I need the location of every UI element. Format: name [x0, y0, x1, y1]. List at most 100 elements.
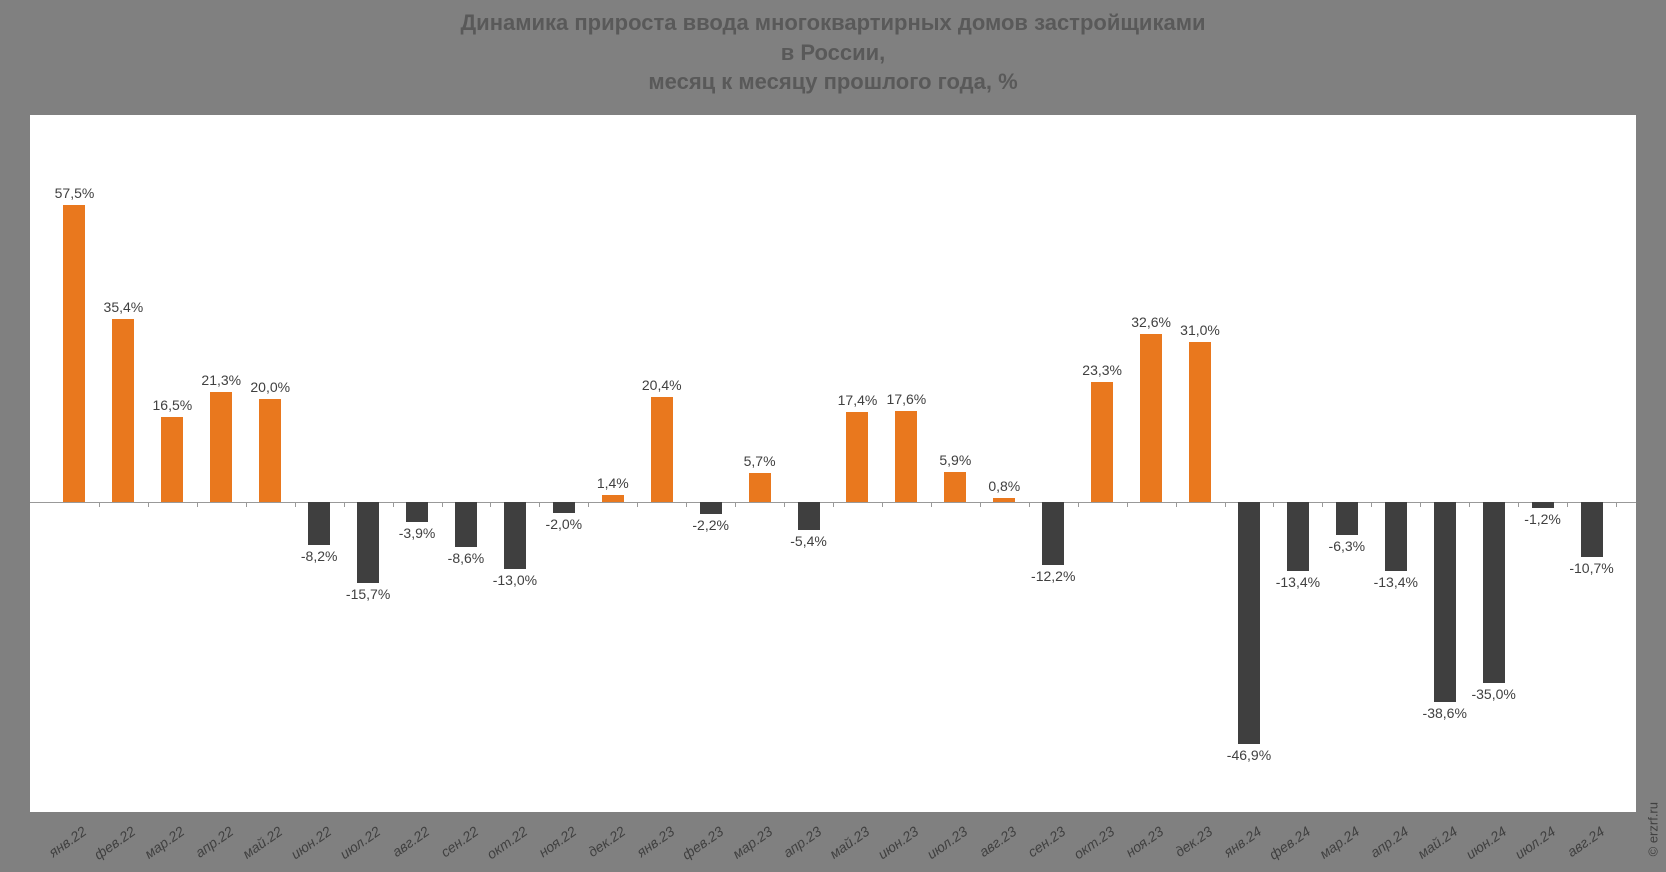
- bar-value-label: -3,9%: [399, 525, 436, 541]
- bar: [944, 472, 966, 502]
- x-axis-label: ноя.22: [535, 823, 579, 860]
- x-axis-label: окт.23: [1071, 823, 1117, 862]
- x-tick: [833, 502, 834, 507]
- x-tick: [393, 502, 394, 507]
- x-axis-label: янв.22: [46, 823, 90, 860]
- bar-value-label: -8,6%: [448, 550, 485, 566]
- x-tick: [197, 502, 198, 507]
- x-axis-label: май.23: [827, 823, 873, 862]
- bar: [455, 502, 477, 546]
- x-tick: [1567, 502, 1568, 507]
- x-tick: [588, 502, 589, 507]
- bar: [112, 319, 134, 502]
- bar-value-label: 31,0%: [1180, 322, 1220, 338]
- title-line-1: Динамика прироста ввода многоквартирных …: [0, 8, 1666, 38]
- x-axis-label: мар.22: [142, 823, 188, 862]
- x-tick: [1273, 502, 1274, 507]
- x-axis-label: апр.24: [1367, 823, 1411, 861]
- bar-value-label: -5,4%: [790, 533, 827, 549]
- x-axis-label: дек.22: [585, 823, 628, 860]
- bar-value-label: -2,2%: [692, 517, 729, 533]
- bar: [1483, 502, 1505, 683]
- bar-value-label: -10,7%: [1569, 560, 1613, 576]
- bar: [308, 502, 330, 544]
- bar: [406, 502, 428, 522]
- bar-value-label: -35,0%: [1471, 686, 1515, 702]
- x-axis-label: июн.24: [1462, 823, 1508, 862]
- bar: [553, 502, 575, 512]
- x-axis-label: окт.22: [484, 823, 530, 862]
- x-axis-label: июл.24: [1511, 823, 1557, 862]
- x-tick: [148, 502, 149, 507]
- bar: [259, 399, 281, 502]
- bar: [846, 412, 868, 502]
- bar: [749, 473, 771, 502]
- x-axis-label: июл.22: [337, 823, 383, 862]
- x-tick: [980, 502, 981, 507]
- x-axis-label: янв.24: [1221, 823, 1265, 860]
- bar-value-label: 32,6%: [1131, 314, 1171, 330]
- x-tick: [1469, 502, 1470, 507]
- bar-value-label: 23,3%: [1082, 362, 1122, 378]
- bar: [798, 502, 820, 530]
- x-tick: [442, 502, 443, 507]
- bar-value-label: -1,2%: [1524, 511, 1561, 527]
- bar-value-label: 35,4%: [104, 299, 144, 315]
- x-axis-label: авг.22: [389, 823, 432, 860]
- x-axis-label: дек.23: [1172, 823, 1215, 860]
- x-axis-label: фев.23: [679, 823, 726, 863]
- bar-chart: 57,5%35,4%16,5%21,3%20,0%-8,2%-15,7%-3,9…: [30, 115, 1636, 812]
- bar: [63, 205, 85, 502]
- x-tick: [1616, 502, 1617, 507]
- x-axis-label: авг.23: [976, 823, 1019, 860]
- bar: [1581, 502, 1603, 557]
- bar-value-label: -6,3%: [1329, 538, 1366, 554]
- bar: [357, 502, 379, 583]
- x-axis-label: май.24: [1414, 823, 1460, 862]
- x-tick: [99, 502, 100, 507]
- bar-value-label: 20,4%: [642, 377, 682, 393]
- bar-value-label: 16,5%: [152, 397, 192, 413]
- bar-value-label: -2,0%: [546, 516, 583, 532]
- x-axis-label: сен.23: [1025, 823, 1069, 860]
- x-axis-label: июл.23: [924, 823, 970, 862]
- bar-value-label: -12,2%: [1031, 568, 1075, 584]
- x-axis-label: июн.22: [288, 823, 334, 862]
- bar: [1238, 502, 1260, 744]
- bar-value-label: 17,4%: [838, 392, 878, 408]
- x-tick: [784, 502, 785, 507]
- x-axis-label: авг.24: [1564, 823, 1607, 860]
- x-tick: [637, 502, 638, 507]
- bar-value-label: -8,2%: [301, 548, 338, 564]
- bar: [1385, 502, 1407, 571]
- bar: [1434, 502, 1456, 701]
- x-axis-label: янв.23: [633, 823, 677, 860]
- bar: [1140, 334, 1162, 502]
- x-tick: [735, 502, 736, 507]
- x-axis-label: фев.24: [1266, 823, 1313, 863]
- bar: [895, 411, 917, 502]
- x-axis-label: мар.24: [1316, 823, 1362, 862]
- bar: [1091, 382, 1113, 502]
- bar: [161, 417, 183, 502]
- bar: [1336, 502, 1358, 535]
- x-axis-label: апр.23: [780, 823, 824, 861]
- bar: [504, 502, 526, 569]
- x-axis-label: июн.23: [875, 823, 921, 862]
- bar-value-label: -13,0%: [493, 572, 537, 588]
- x-axis-label: ноя.23: [1123, 823, 1167, 860]
- bar-value-label: -15,7%: [346, 586, 390, 602]
- chart-plot-area: 57,5%35,4%16,5%21,3%20,0%-8,2%-15,7%-3,9…: [30, 115, 1636, 812]
- x-tick: [686, 502, 687, 507]
- x-tick: [1322, 502, 1323, 507]
- bar-value-label: 57,5%: [55, 185, 95, 201]
- x-tick: [882, 502, 883, 507]
- x-tick: [1518, 502, 1519, 507]
- bar-value-label: 0,8%: [988, 478, 1020, 494]
- x-tick: [1371, 502, 1372, 507]
- bar: [1189, 342, 1211, 502]
- x-axis-label: фев.22: [91, 823, 138, 863]
- x-axis-label: апр.22: [192, 823, 236, 861]
- chart-title: Динамика прироста ввода многоквартирных …: [0, 0, 1666, 97]
- bar-value-label: -46,9%: [1227, 747, 1271, 763]
